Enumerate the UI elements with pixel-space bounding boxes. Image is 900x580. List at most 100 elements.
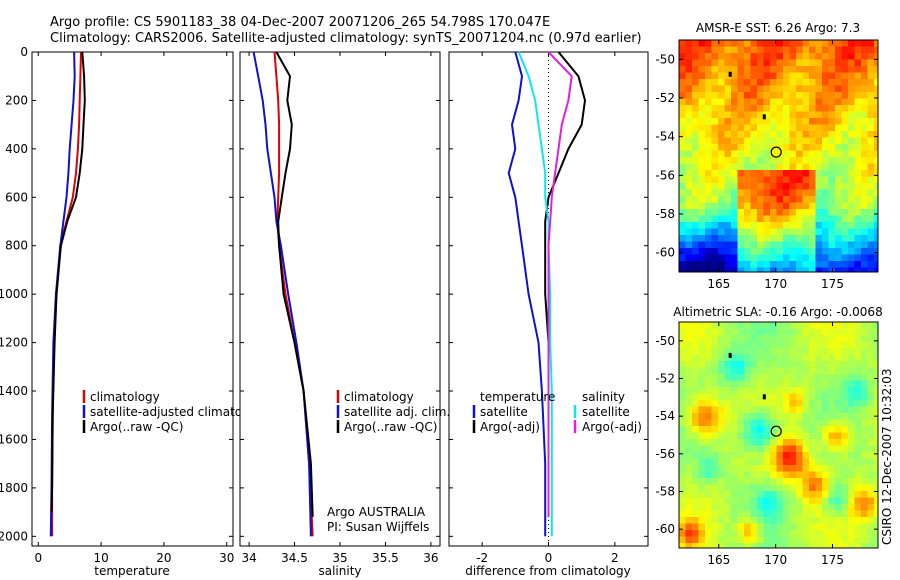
heatmap-cell <box>867 426 875 434</box>
heatmap-cell <box>718 92 726 100</box>
heatmap-cell <box>783 335 791 343</box>
heatmap-cell <box>828 196 836 204</box>
heatmap-cell <box>854 452 862 460</box>
heatmap-cell <box>724 144 732 152</box>
heatmap-cell <box>867 124 875 132</box>
heatmap-cell <box>867 341 875 349</box>
heatmap-cell <box>737 361 745 369</box>
heatmap-cell <box>854 413 862 421</box>
heatmap-cell <box>796 543 804 548</box>
heatmap-cell <box>705 497 713 505</box>
heatmap-cell <box>705 380 713 388</box>
legend-label-temp-argo: Argo(-adj) <box>480 420 540 434</box>
heatmap-cell <box>692 354 700 362</box>
heatmap-cell <box>685 432 693 440</box>
heatmap-cell <box>874 131 878 139</box>
heatmap-cell <box>822 222 830 230</box>
heatmap-cell <box>848 40 856 48</box>
heatmap-cell <box>711 465 719 473</box>
heatmap-cell <box>828 66 836 74</box>
heatmap-cell <box>861 432 869 440</box>
heatmap-cell <box>750 354 758 362</box>
heatmap-cell <box>841 497 849 505</box>
heatmap-cell <box>835 111 843 119</box>
heatmap-cell <box>796 248 804 256</box>
heatmap-cell <box>802 209 810 217</box>
heatmap-cell <box>763 144 771 152</box>
heatmap-cell <box>750 98 758 106</box>
heatmap-cell <box>841 335 849 343</box>
heatmap-cell <box>757 235 765 243</box>
heatmap-cell <box>822 170 830 178</box>
heatmap-cell <box>757 406 765 414</box>
heatmap-cell <box>848 523 856 531</box>
heatmap-cell <box>861 248 869 256</box>
heatmap-cell <box>685 118 693 126</box>
heatmap-cell <box>718 235 726 243</box>
heatmap-cell <box>692 523 700 531</box>
heatmap-cell <box>789 380 797 388</box>
heatmap-cell <box>679 111 687 119</box>
heatmap-cell <box>731 419 739 427</box>
heatmap-cell <box>841 374 849 382</box>
heatmap-cell <box>848 497 856 505</box>
heatmap-cell <box>685 144 693 152</box>
heatmap-cell <box>835 202 843 210</box>
heatmap-cell <box>718 111 726 119</box>
heatmap-cell <box>724 354 732 362</box>
heatmap-cell <box>763 209 771 217</box>
heatmap-cell <box>705 79 713 87</box>
heatmap-cell <box>854 393 862 401</box>
heatmap-cell <box>874 66 878 74</box>
heatmap-cell <box>822 163 830 171</box>
heatmap-cell <box>802 335 810 343</box>
lon-tick-label: 170 <box>764 277 787 291</box>
heatmap-cell <box>731 53 739 61</box>
heatmap-cell <box>828 504 836 512</box>
heatmap-cell <box>750 118 758 126</box>
heatmap-cell <box>822 458 830 466</box>
y-tick-label: 400 <box>5 142 28 156</box>
heatmap-cell <box>724 124 732 132</box>
heatmap-cell <box>854 458 862 466</box>
heatmap-cell <box>802 150 810 158</box>
heatmap-cell <box>867 406 875 414</box>
heatmap-cell <box>828 137 836 145</box>
heatmap-cell <box>789 504 797 512</box>
heatmap-cell <box>737 348 745 356</box>
heatmap-cell <box>711 341 719 349</box>
heatmap-cell <box>822 393 830 401</box>
heatmap-cell <box>789 79 797 87</box>
heatmap-cell <box>835 543 843 548</box>
heatmap-cell <box>861 202 869 210</box>
heatmap-cell <box>744 510 752 518</box>
heatmap-cell <box>685 335 693 343</box>
heatmap-cell <box>685 465 693 473</box>
heatmap-cell <box>828 118 836 126</box>
heatmap-cell <box>770 66 778 74</box>
heatmap-cell <box>861 543 869 548</box>
heatmap-cell <box>841 222 849 230</box>
heatmap-cell <box>737 72 745 80</box>
heatmap-cell <box>874 196 878 204</box>
heatmap-cell <box>763 413 771 421</box>
heatmap-cell <box>757 176 765 184</box>
heatmap-cell <box>854 85 862 93</box>
heatmap-cell <box>815 105 823 113</box>
heatmap-cell <box>828 85 836 93</box>
heatmap-cell <box>744 66 752 74</box>
heatmap-cell <box>698 400 706 408</box>
heatmap-cell <box>770 523 778 531</box>
heatmap-cell <box>809 517 817 525</box>
heatmap-cell <box>685 348 693 356</box>
heatmap-cell <box>731 105 739 113</box>
heatmap-cell <box>770 105 778 113</box>
heatmap-cell <box>698 510 706 518</box>
heatmap-cell <box>874 157 878 165</box>
heatmap-cell <box>685 445 693 453</box>
heatmap-cell <box>848 432 856 440</box>
heatmap-cell <box>867 105 875 113</box>
heatmap-cell <box>757 40 765 48</box>
heatmap-cell <box>789 445 797 453</box>
heatmap-cell <box>718 328 726 336</box>
